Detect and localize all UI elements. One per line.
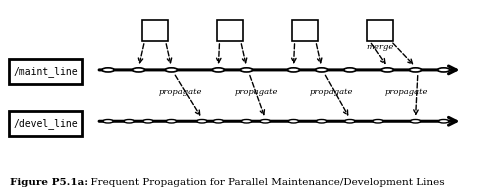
Circle shape [438,68,450,72]
Circle shape [241,120,251,123]
Text: propagate: propagate [309,88,353,96]
Circle shape [316,68,328,72]
FancyBboxPatch shape [292,20,318,41]
Circle shape [166,120,177,123]
Text: propagate: propagate [234,88,278,96]
Circle shape [102,68,114,72]
FancyBboxPatch shape [142,20,168,41]
Circle shape [410,68,422,72]
Text: /devel_line: /devel_line [13,118,78,129]
Circle shape [344,68,356,72]
Circle shape [124,120,134,123]
FancyBboxPatch shape [217,20,243,41]
FancyBboxPatch shape [367,20,393,41]
Circle shape [212,68,225,72]
Text: merge: merge [366,43,394,51]
Circle shape [133,68,145,72]
Circle shape [381,68,393,72]
FancyBboxPatch shape [10,59,82,84]
Circle shape [411,120,421,123]
Circle shape [439,120,449,123]
Circle shape [197,120,207,123]
Circle shape [287,68,299,72]
Circle shape [260,120,271,123]
FancyBboxPatch shape [10,111,82,136]
Circle shape [317,120,327,123]
Circle shape [345,120,355,123]
Text: propagate: propagate [159,88,203,96]
Circle shape [165,68,178,72]
Text: Figure P5.1a:: Figure P5.1a: [10,178,88,187]
Circle shape [373,120,383,123]
Text: propagate: propagate [384,88,428,96]
Circle shape [143,120,153,123]
Circle shape [288,120,298,123]
Text: /maint_line: /maint_line [13,66,78,77]
Text: Frequent Propagation for Parallel Maintenance/Development Lines: Frequent Propagation for Parallel Mainte… [84,178,445,187]
Circle shape [240,68,252,72]
Circle shape [213,120,224,123]
Circle shape [103,120,113,123]
